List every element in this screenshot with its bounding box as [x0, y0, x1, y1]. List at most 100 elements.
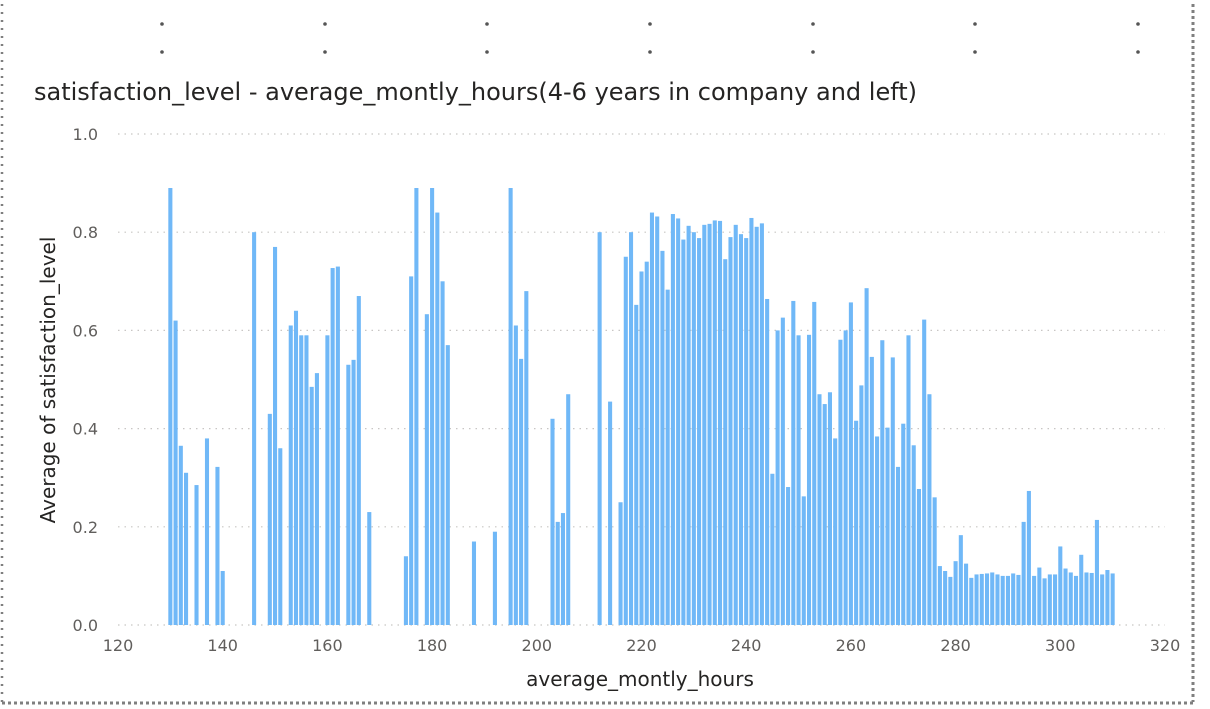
- bar[interactable]: [435, 212, 440, 625]
- bar[interactable]: [937, 566, 942, 625]
- bar[interactable]: [911, 445, 916, 625]
- bar[interactable]: [325, 335, 330, 625]
- bar[interactable]: [1032, 575, 1037, 625]
- bar[interactable]: [964, 563, 969, 626]
- bar[interactable]: [1105, 570, 1110, 625]
- bar[interactable]: [430, 188, 435, 625]
- bar[interactable]: [356, 296, 361, 625]
- bar[interactable]: [184, 472, 189, 625]
- bar[interactable]: [649, 212, 655, 625]
- bar[interactable]: [754, 226, 759, 626]
- bar[interactable]: [827, 392, 832, 625]
- bar[interactable]: [440, 281, 445, 625]
- bar[interactable]: [765, 298, 770, 625]
- bar[interactable]: [1026, 490, 1031, 625]
- bar[interactable]: [775, 330, 780, 625]
- bar[interactable]: [634, 304, 639, 625]
- bar[interactable]: [1073, 575, 1079, 625]
- bar[interactable]: [885, 427, 890, 625]
- bar[interactable]: [1058, 546, 1063, 625]
- bar[interactable]: [597, 232, 602, 625]
- bar[interactable]: [1047, 574, 1052, 625]
- bar[interactable]: [1000, 575, 1005, 625]
- bar[interactable]: [1079, 554, 1084, 625]
- bar[interactable]: [550, 418, 555, 625]
- bar[interactable]: [346, 364, 351, 625]
- bar[interactable]: [943, 570, 948, 625]
- bar[interactable]: [927, 394, 932, 625]
- bar[interactable]: [875, 436, 880, 625]
- bar[interactable]: [639, 271, 644, 625]
- bar[interactable]: [880, 340, 885, 625]
- bar[interactable]: [330, 268, 335, 625]
- bar[interactable]: [1084, 572, 1089, 625]
- bar[interactable]: [895, 466, 901, 625]
- bar[interactable]: [471, 541, 477, 625]
- bar[interactable]: [1110, 573, 1115, 625]
- bar[interactable]: [958, 535, 963, 625]
- bar[interactable]: [890, 357, 895, 625]
- bar[interactable]: [780, 317, 785, 625]
- bar[interactable]: [644, 261, 649, 625]
- bar[interactable]: [665, 289, 670, 625]
- bar[interactable]: [367, 512, 372, 625]
- bar[interactable]: [770, 473, 775, 625]
- bar[interactable]: [906, 335, 911, 625]
- bar[interactable]: [1068, 572, 1073, 625]
- bar[interactable]: [299, 335, 304, 625]
- bar[interactable]: [660, 250, 665, 626]
- bar[interactable]: [1042, 578, 1047, 625]
- bar[interactable]: [309, 386, 314, 625]
- bar[interactable]: [759, 223, 764, 626]
- bar[interactable]: [566, 394, 571, 625]
- bar[interactable]: [1011, 573, 1016, 625]
- bar[interactable]: [608, 401, 613, 625]
- bar[interactable]: [1100, 574, 1105, 625]
- bar[interactable]: [560, 513, 566, 625]
- bar[interactable]: [335, 266, 340, 625]
- bar[interactable]: [728, 237, 733, 626]
- bar[interactable]: [801, 496, 806, 625]
- bar[interactable]: [786, 487, 791, 625]
- bar[interactable]: [723, 259, 728, 625]
- bar[interactable]: [314, 373, 319, 625]
- bar[interactable]: [833, 438, 838, 625]
- bar[interactable]: [676, 218, 681, 625]
- bar[interactable]: [864, 288, 869, 625]
- bar[interactable]: [948, 576, 953, 625]
- bar[interactable]: [293, 310, 299, 625]
- bar[interactable]: [403, 556, 408, 625]
- bar[interactable]: [168, 188, 173, 625]
- bar[interactable]: [267, 413, 272, 625]
- bar[interactable]: [922, 319, 927, 625]
- bar[interactable]: [508, 188, 513, 625]
- bar[interactable]: [702, 224, 707, 625]
- bar[interactable]: [869, 356, 874, 625]
- bar[interactable]: [273, 246, 278, 625]
- bar[interactable]: [686, 225, 691, 625]
- bar[interactable]: [854, 420, 859, 625]
- bar[interactable]: [513, 325, 518, 625]
- bar[interactable]: [843, 330, 848, 625]
- bar[interactable]: [492, 531, 497, 625]
- bar[interactable]: [838, 339, 843, 625]
- bar[interactable]: [194, 485, 199, 625]
- bar[interactable]: [697, 238, 702, 625]
- bar[interactable]: [1053, 574, 1058, 625]
- bar[interactable]: [932, 497, 937, 625]
- bar[interactable]: [1094, 519, 1099, 625]
- bar[interactable]: [744, 238, 749, 625]
- bar[interactable]: [806, 334, 812, 625]
- bar[interactable]: [623, 256, 628, 625]
- bar[interactable]: [1089, 572, 1094, 625]
- bar[interactable]: [859, 385, 864, 625]
- bar[interactable]: [445, 345, 450, 625]
- bar[interactable]: [953, 561, 958, 625]
- bar[interactable]: [712, 220, 717, 626]
- bar[interactable]: [969, 577, 974, 625]
- bar[interactable]: [1016, 574, 1021, 625]
- bar[interactable]: [691, 232, 696, 625]
- bar[interactable]: [995, 574, 1000, 625]
- bar[interactable]: [204, 438, 210, 625]
- bar[interactable]: [351, 359, 356, 625]
